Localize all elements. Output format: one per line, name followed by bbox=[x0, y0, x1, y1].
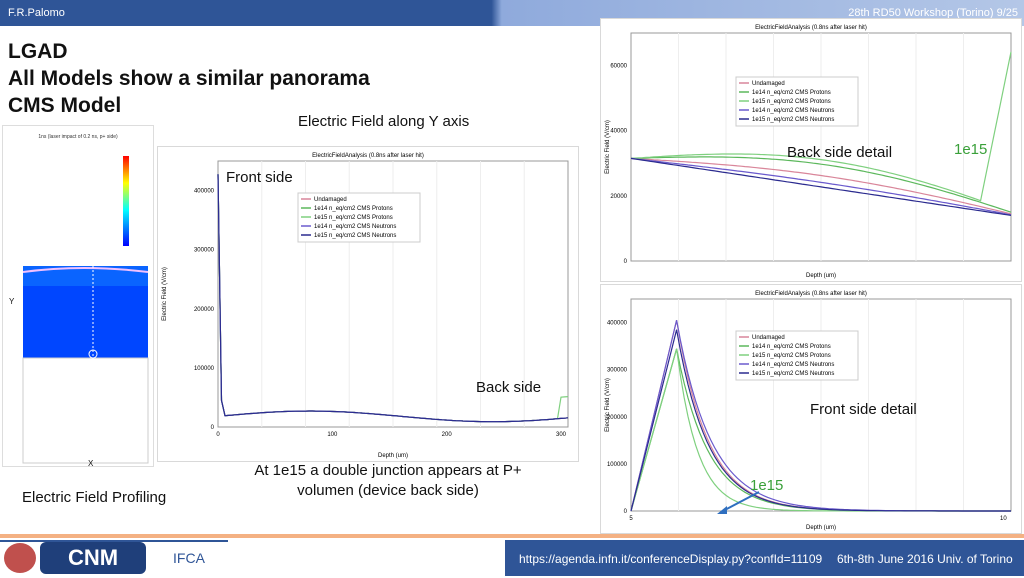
header-bar: F.R.Palomo 28th RD50 Workshop (Torino) 9… bbox=[0, 0, 1024, 26]
series-line bbox=[630, 157, 1012, 216]
x-tick-label: 100 bbox=[327, 432, 338, 438]
legend-entry: 1e14 n_eq/cm2 CMS Protons bbox=[752, 344, 831, 350]
title-line-1: LGAD bbox=[8, 40, 68, 63]
slide-title: LGAD All Models show a similar panorama … bbox=[8, 38, 370, 119]
caption-efield-y: Electric Field along Y axis bbox=[298, 113, 470, 130]
university-crest-icon bbox=[4, 543, 36, 573]
footer-url[interactable]: https://agenda.infn.it/conferenceDisplay… bbox=[519, 552, 823, 566]
conference-label: 28th RD50 Workshop (Torino) 9/25 bbox=[848, 7, 1018, 19]
legend-entry: 1e15 n_eq/cm2 CMS Protons bbox=[752, 99, 831, 105]
caption-back-side: Back side bbox=[476, 379, 542, 396]
title-line-2: All Models show a similar panorama bbox=[8, 67, 370, 90]
legend-entry: Undamaged bbox=[752, 81, 785, 87]
efield-chart-front-detail: ElectricFieldAnalysis (0.8ns after laser… bbox=[600, 284, 1022, 534]
divider bbox=[0, 534, 1024, 538]
legend-entry: Undamaged bbox=[752, 335, 785, 341]
caption-back-detail: Back side detail bbox=[787, 144, 893, 161]
y-axis-label: Electric Field (V/cm) bbox=[605, 120, 611, 174]
legend-entry: 1e14 n_eq/cm2 CMS Neutrons bbox=[314, 224, 396, 230]
y-tick-label: 200000 bbox=[607, 415, 628, 421]
caption-1e15-top: 1e15 bbox=[954, 141, 988, 158]
caption-front-detail: Front side detail bbox=[810, 401, 917, 418]
series-line bbox=[630, 157, 1012, 215]
y-tick-label: 300000 bbox=[194, 248, 215, 254]
efield-chart-back-detail: ElectricFieldAnalysis (0.8ns after laser… bbox=[600, 18, 1022, 282]
mesh-title: 1ns (laser impact of 0.2 ns, p+ side) bbox=[38, 134, 118, 140]
chart-title: ElectricFieldAnalysis (0.8ns after laser… bbox=[755, 25, 867, 31]
chart-title: ElectricFieldAnalysis (0.8ns after laser… bbox=[755, 291, 867, 297]
y-tick-label: 400000 bbox=[607, 321, 628, 327]
y-tick-label: 200000 bbox=[194, 307, 215, 313]
legend bbox=[735, 330, 859, 381]
y-tick-label: 0 bbox=[211, 425, 215, 431]
footer-bar: https://agenda.infn.it/conferenceDisplay… bbox=[0, 540, 1024, 578]
legend-entry: 1e14 n_eq/cm2 CMS Protons bbox=[314, 206, 393, 212]
legend-entry: Undamaged bbox=[314, 197, 347, 203]
legend-entry: 1e15 n_eq/cm2 CMS Protons bbox=[314, 215, 393, 221]
arrow-icon bbox=[717, 491, 760, 514]
y-tick-label: 0 bbox=[624, 509, 628, 515]
legend bbox=[735, 76, 859, 127]
caption-front-side: Front side bbox=[226, 169, 293, 186]
x-tick-label: 300 bbox=[556, 432, 567, 438]
caption-double-junction: At 1e15 a double junction appears at P+ … bbox=[254, 462, 522, 499]
y-axis-label: Electric Field (V/cm) bbox=[162, 267, 168, 321]
y-tick-label: 20000 bbox=[610, 194, 627, 200]
y-tick-label: 300000 bbox=[607, 368, 628, 374]
legend bbox=[297, 192, 421, 243]
footer-date: 6th-8th June 2016 Univ. of Torino bbox=[837, 552, 1013, 566]
chart-title: ElectricFieldAnalysis (0.8ns after laser… bbox=[312, 153, 424, 159]
series-line bbox=[630, 329, 1011, 512]
legend-entry: 1e14 n_eq/cm2 CMS Neutrons bbox=[752, 108, 834, 114]
legend-entry: 1e15 n_eq/cm2 CMS Neutrons bbox=[314, 233, 396, 239]
x-axis-label: Depth (um) bbox=[806, 525, 836, 531]
y-tick-label: 100000 bbox=[607, 462, 628, 468]
caption-1e15-bottom: 1e15 bbox=[750, 477, 784, 494]
series-line bbox=[630, 157, 1012, 216]
legend-entry: 1e14 n_eq/cm2 CMS Neutrons bbox=[752, 362, 834, 368]
legend-entry: 1e15 n_eq/cm2 CMS Neutrons bbox=[752, 117, 834, 123]
mesh-xlabel: X bbox=[88, 459, 94, 466]
series-line bbox=[630, 51, 1012, 202]
x-tick-label: 5 bbox=[629, 516, 633, 522]
ifca-logo: IFCA bbox=[173, 550, 205, 566]
efield-chart-main: ElectricFieldAnalysis (0.8ns after laser… bbox=[157, 146, 579, 462]
author: F.R.Palomo bbox=[8, 7, 65, 19]
x-tick-label: 10 bbox=[1000, 516, 1007, 522]
title-line-3: CMS Model bbox=[8, 94, 122, 117]
y-tick-label: 100000 bbox=[194, 366, 215, 372]
y-tick-label: 60000 bbox=[610, 64, 627, 70]
legend-entry: 1e15 n_eq/cm2 CMS Neutrons bbox=[752, 371, 834, 377]
y-axis-label: Electric Field (V/cm) bbox=[605, 378, 611, 432]
x-axis-label: Depth (um) bbox=[378, 453, 408, 459]
legend-entry: 1e15 n_eq/cm2 CMS Protons bbox=[752, 353, 831, 359]
efield-profile-image: 1ns (laser impact of 0.2 ns, p+ side) Y … bbox=[2, 125, 154, 468]
x-tick-label: 0 bbox=[216, 432, 220, 438]
series-line bbox=[630, 156, 1012, 213]
caption-profiling: Electric Field Profiling bbox=[22, 489, 167, 506]
mesh-ylabel: Y bbox=[9, 297, 15, 306]
series-line bbox=[217, 174, 569, 423]
cnm-logo: CNM bbox=[40, 542, 146, 574]
y-tick-label: 40000 bbox=[610, 129, 627, 135]
y-tick-label: 400000 bbox=[194, 189, 215, 195]
legend-entry: 1e14 n_eq/cm2 CMS Protons bbox=[752, 90, 831, 96]
x-tick-label: 200 bbox=[442, 432, 453, 438]
y-tick-label: 0 bbox=[624, 259, 628, 265]
x-axis-label: Depth (um) bbox=[806, 273, 836, 279]
footer-info: https://agenda.infn.it/conferenceDisplay… bbox=[505, 540, 1024, 576]
